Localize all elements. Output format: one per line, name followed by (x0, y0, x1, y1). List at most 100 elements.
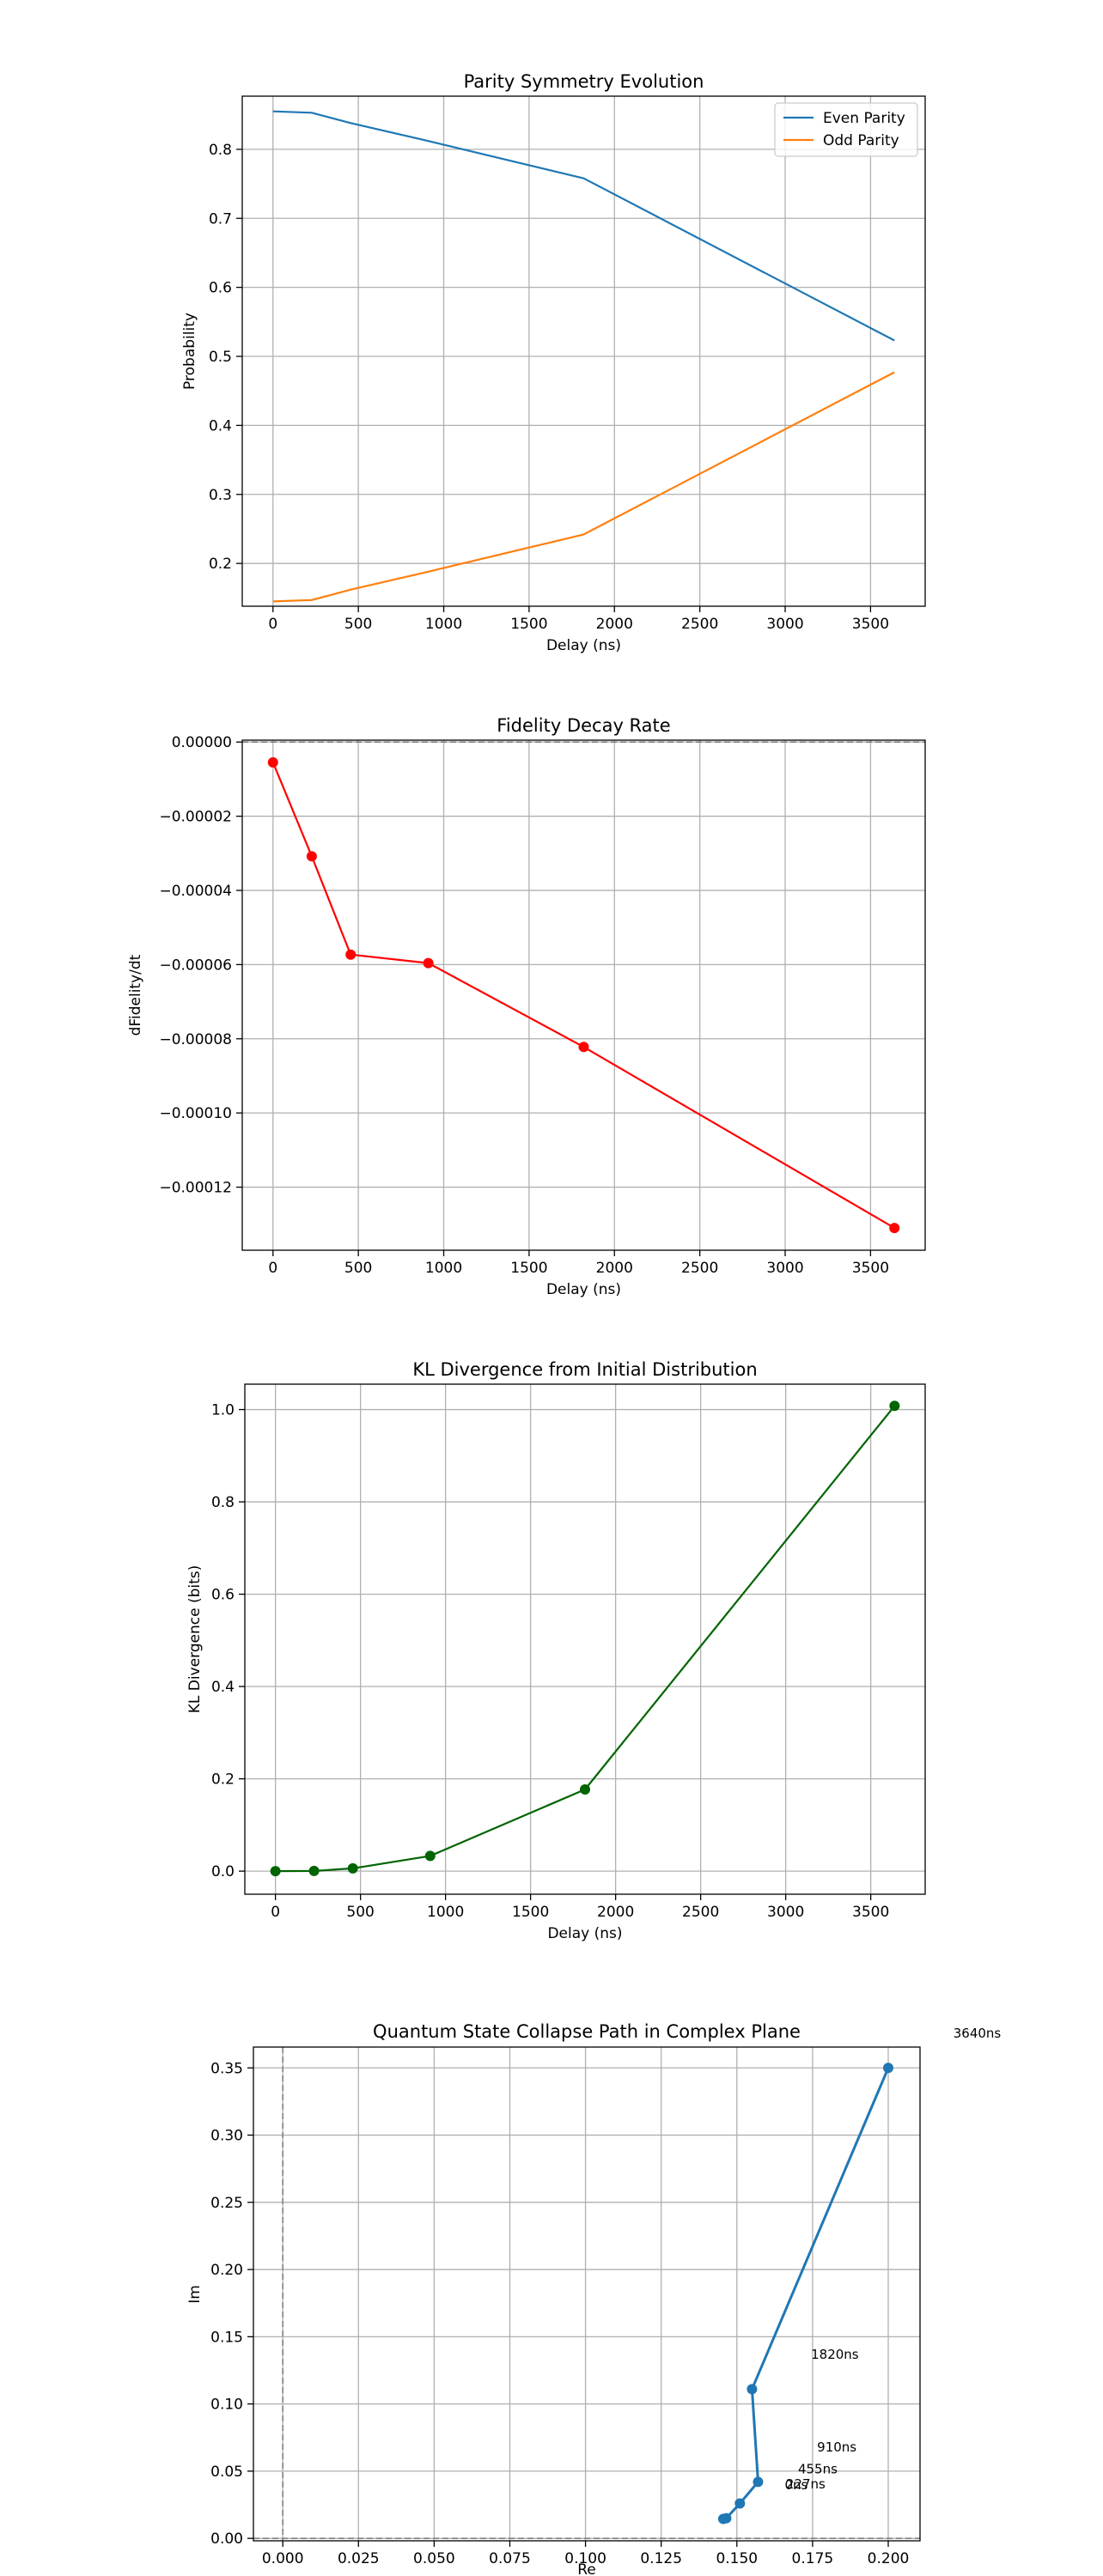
x-tick-label: 2000 (596, 1260, 633, 1277)
point-annotation: 455ns (798, 2461, 838, 2476)
x-tick-label: 0.075 (489, 2550, 531, 2567)
y-tick-label: −0.00012 (159, 1180, 232, 1197)
x-tick-label: 2000 (597, 1904, 634, 1921)
chart-complex-plane-ylabel: Im (186, 2285, 204, 2304)
x-tick-label: 1000 (425, 1260, 462, 1277)
x-tick-label: 0 (271, 1904, 280, 1921)
x-tick-label: 2500 (682, 1904, 719, 1921)
x-tick-label: 0.125 (640, 2550, 682, 2567)
chart-parity: 0 500 1000 1500 2000 2500 3000 3500 0.2 0.3 0.4 0.5… (181, 71, 926, 654)
y-tick-label: 0.15 (210, 2329, 243, 2346)
point-annotation: 227ns (786, 2476, 826, 2492)
chart-parity-series (272, 110, 895, 603)
data-point (580, 1783, 590, 1795)
data-point (882, 2063, 893, 2074)
y-tick-label: 0.4 (211, 1679, 235, 1696)
data-point (306, 851, 317, 862)
data-point (889, 1400, 900, 1412)
x-tick-label: 1500 (512, 1904, 549, 1921)
x-tick-label: 3000 (766, 616, 803, 633)
chart-kl-divergence-grid (245, 1384, 925, 1894)
chart-parity-xlabel: Delay (ns) (546, 637, 621, 654)
chart-kl-divergence-xlabel: Delay (ns) (547, 1925, 622, 1942)
chart-complex-plane-xlabel: Re (577, 2561, 596, 2576)
data-point (347, 1862, 358, 1874)
x-tick-label: 3000 (767, 1904, 804, 1921)
x-tick-label: 3500 (852, 1904, 889, 1921)
y-tick-label: −0.00008 (159, 1031, 232, 1048)
chart-complex-plane-title: Quantum State Collapse Path in Complex P… (373, 2021, 801, 2042)
chart-parity-grid (242, 96, 925, 606)
point-annotation: 1820ns (811, 2347, 859, 2362)
data-point (753, 2476, 764, 2488)
x-tick-label: 2000 (596, 616, 633, 633)
chart-fidelity-rate-ylabel: dFidelity/dt (127, 954, 144, 1036)
x-tick-label: 1500 (510, 616, 547, 633)
x-tick-label: 0 (268, 1260, 277, 1277)
x-tick-label: 2500 (681, 1260, 718, 1277)
y-tick-label: 1.0 (211, 1402, 235, 1419)
point-annotation: 910ns (817, 2439, 856, 2455)
chart-fidelity-rate-frame (241, 739, 926, 1251)
point-annotation: 0ns (784, 2477, 807, 2493)
y-tick-label: −0.00004 (159, 883, 232, 900)
data-point (308, 1865, 320, 1876)
y-tick-label: 0.00 (210, 2530, 243, 2548)
chart-kl-divergence-ylabel: KL Divergence (bits) (186, 1565, 204, 1714)
chart-complex-plane-frame (253, 2046, 921, 2542)
x-tick-label: 500 (346, 1904, 374, 1921)
series-line-0 (271, 762, 895, 1230)
chart-complex-plane-grid (253, 2047, 920, 2541)
x-tick-label: 0.025 (338, 2550, 380, 2567)
data-point (734, 2498, 746, 2509)
chart-kl-divergence-ticks: 0 500 1000 1500 2000 2500 3000 3500 0.0 0.2 0.4 0.6… (211, 1402, 889, 1921)
chart-parity-ylabel: Probability (181, 313, 198, 390)
chart-fidelity-rate-series (267, 756, 900, 1234)
chart-parity-title: Parity Symmetry Evolution (464, 71, 704, 92)
x-tick-label: 0.200 (868, 2550, 910, 2567)
chart-parity-legend: Even Parity Odd Parity (774, 102, 918, 157)
x-tick-label: 1500 (510, 1260, 547, 1277)
data-point (345, 949, 356, 960)
x-tick-label: 3500 (852, 616, 889, 633)
y-tick-label: −0.00006 (159, 957, 232, 974)
x-tick-label: 0 (268, 616, 277, 633)
x-tick-label: 0.175 (792, 2550, 834, 2567)
x-tick-label: 0.050 (413, 2550, 455, 2567)
y-tick-label: 0.3 (209, 487, 232, 504)
y-tick-label: 0.7 (209, 210, 232, 228)
chart-kl-divergence-frame (244, 1383, 926, 1895)
y-tick-label: 0.6 (211, 1587, 235, 1604)
chart-complex-plane-series (717, 2063, 893, 2524)
point-annotation: 3640ns (954, 2026, 1002, 2041)
y-tick-label: −0.00010 (159, 1105, 232, 1122)
chart-fidelity-rate: 0 500 1000 1500 2000 2500 3000 3500 0.00000 −0.00… (127, 715, 926, 1298)
data-point (721, 2512, 732, 2524)
y-tick-label: 0.5 (209, 349, 232, 366)
x-tick-label: 1000 (427, 1904, 464, 1921)
chart-parity-frame (241, 95, 926, 607)
data-point (270, 1866, 281, 1877)
chart-kl-divergence-title: KL Divergence from Initial Distribution (412, 1359, 757, 1380)
series-line-0 (272, 110, 895, 342)
x-tick-label: 1000 (425, 616, 462, 633)
data-point (578, 1042, 589, 1053)
chart-parity-ticks: 0 500 1000 1500 2000 2500 3000 3500 0.2 0.3 0.4 0.5… (209, 142, 889, 633)
data-point (424, 1850, 436, 1862)
x-tick-label: 3500 (852, 1260, 889, 1277)
legend-label-even: Even Parity (823, 110, 905, 127)
chart-kl-divergence: 0 500 1000 1500 2000 2500 3000 3500 0.0 0.2 0.4 0.6… (186, 1359, 926, 1942)
y-tick-label: 0.30 (210, 2128, 243, 2145)
y-tick-label: 0.2 (211, 1771, 235, 1789)
series-line-0 (275, 1405, 896, 1873)
y-tick-label: 0.8 (209, 142, 232, 159)
chart-fidelity-rate-title: Fidelity Decay Rate (497, 715, 670, 736)
y-tick-label: 0.2 (209, 556, 232, 573)
series-line-1 (272, 371, 895, 603)
data-point (747, 2384, 758, 2395)
x-tick-label: 2500 (681, 616, 718, 633)
chart-complex-plane-reference-lines (253, 2047, 920, 2541)
y-tick-label: 0.25 (210, 2195, 243, 2212)
y-tick-label: −0.00002 (159, 809, 232, 826)
